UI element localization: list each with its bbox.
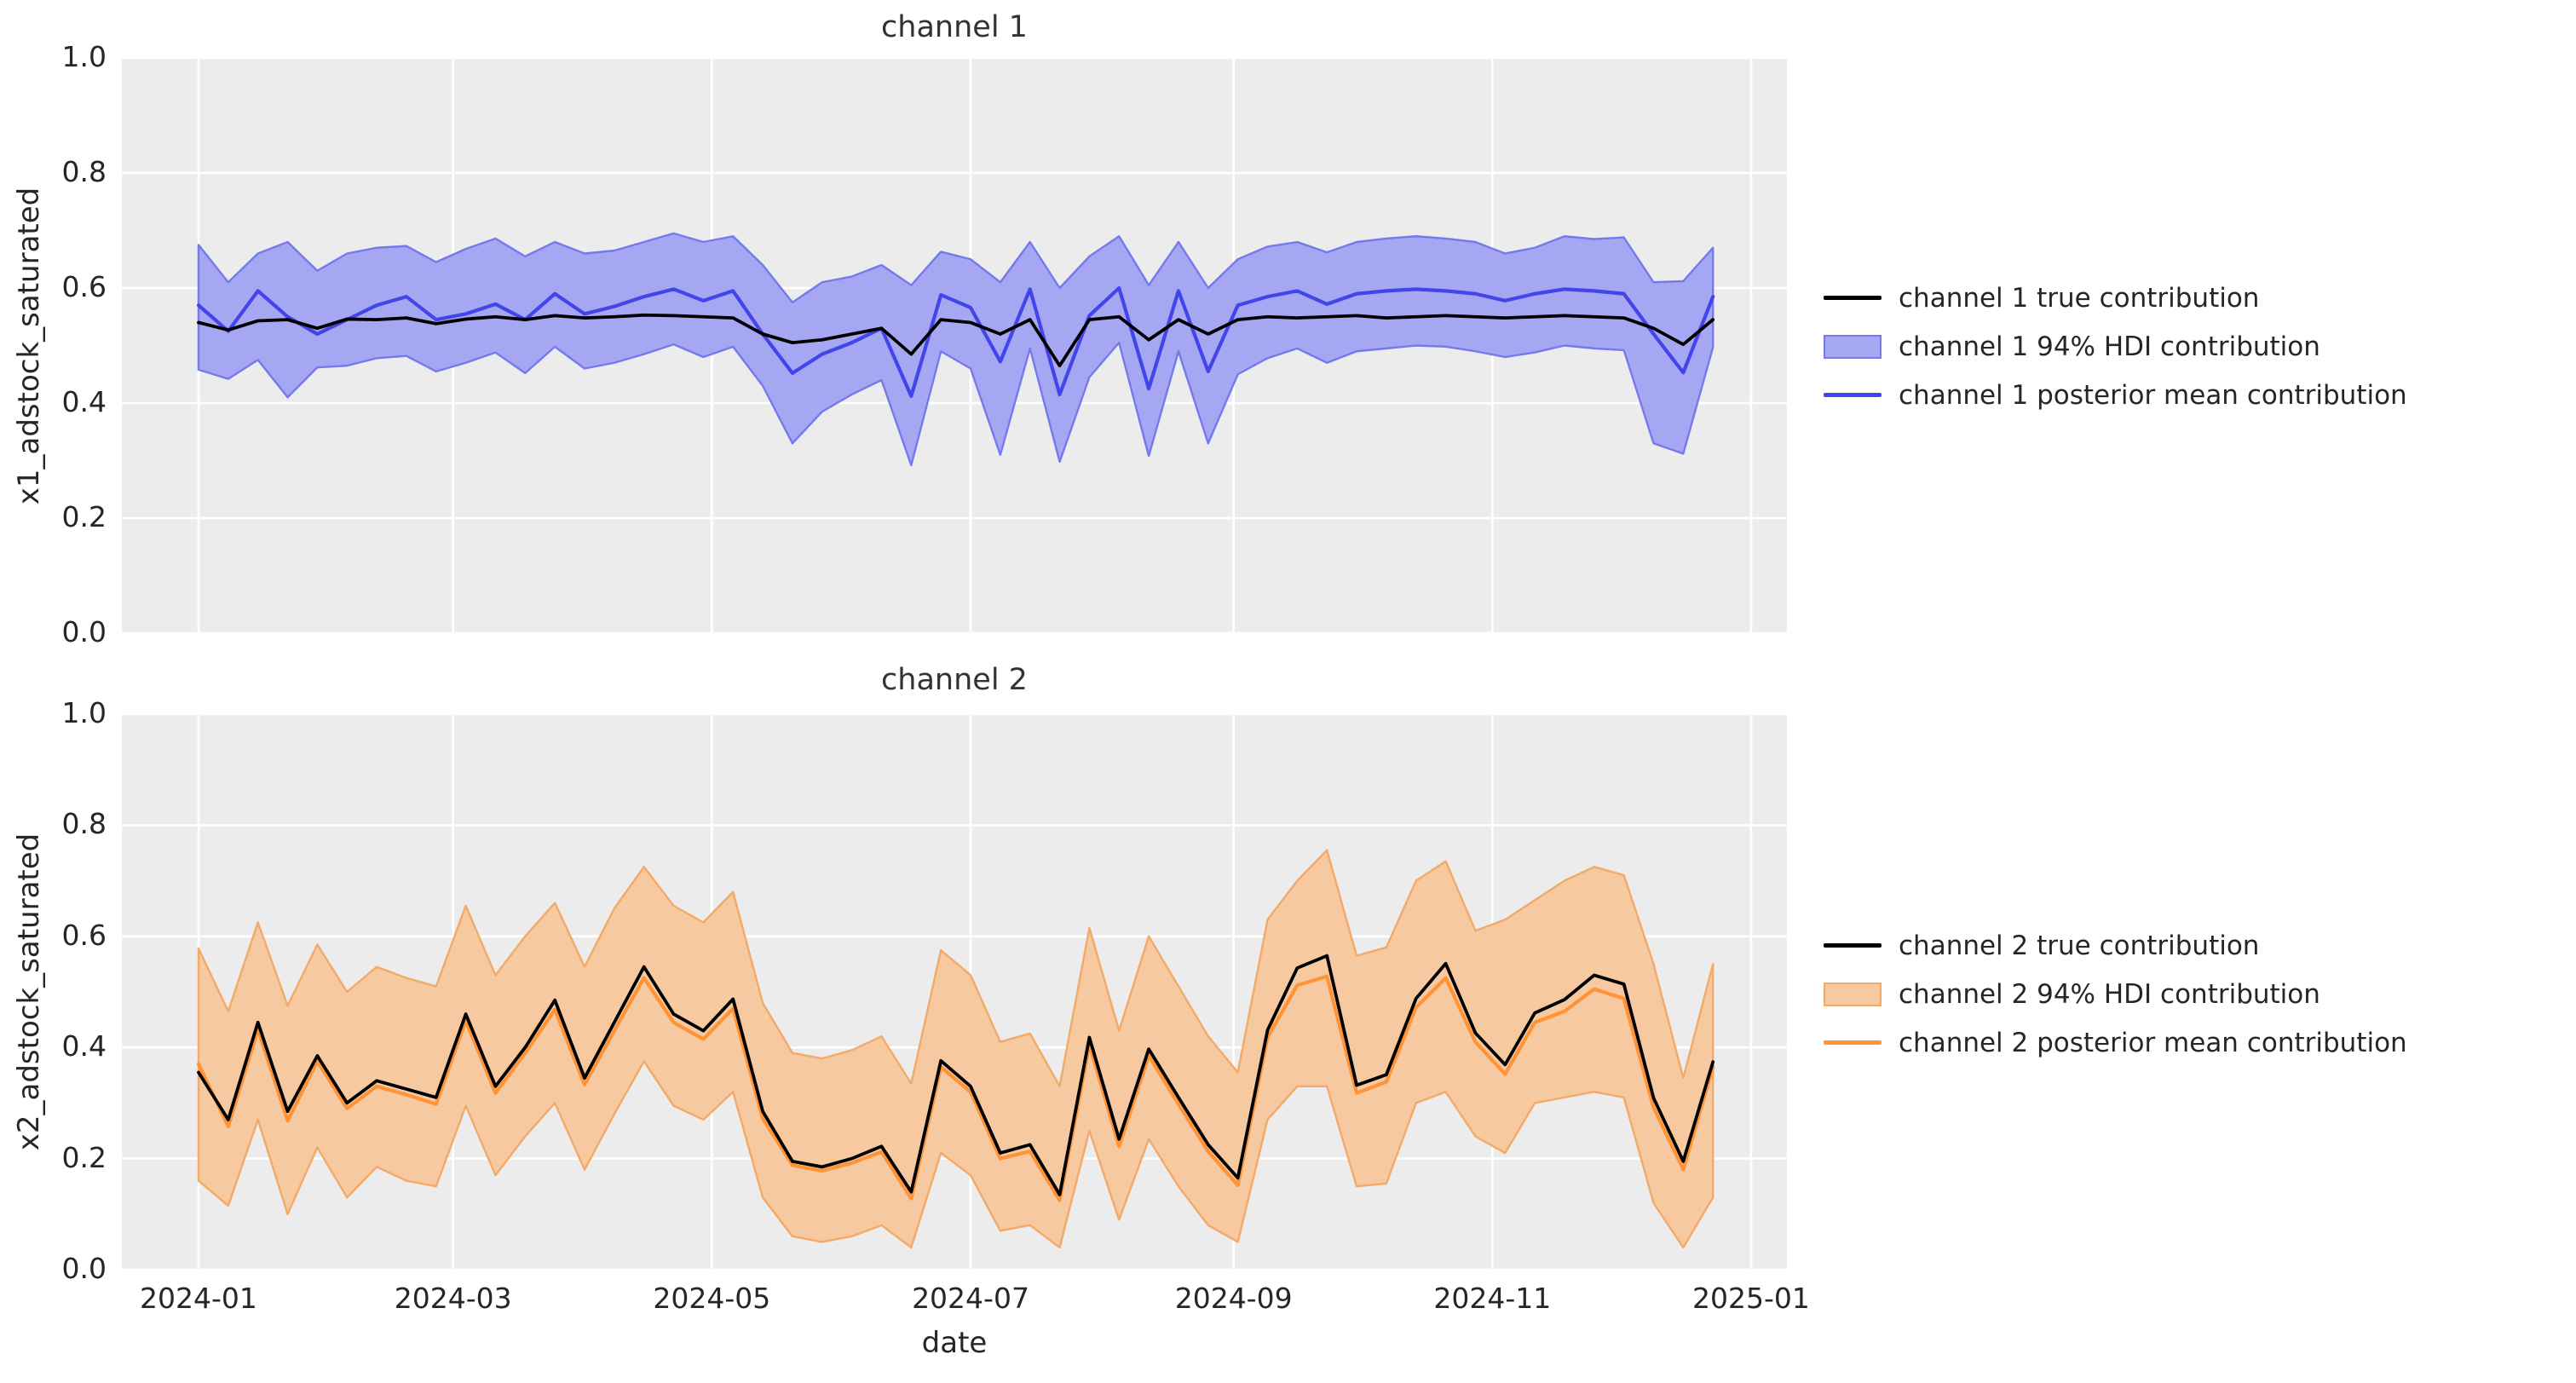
x-tick-label: 2024-09 [1174,1282,1293,1315]
true-contribution-line [197,954,1715,1196]
legend-item: channel 2 posterior mean contribution [1824,1018,2407,1067]
y-tick-label: 0.0 [61,615,107,648]
x-axis-label: date [921,1326,988,1360]
true-line-swatch [1824,296,1882,300]
legend-item: channel 2 94% HDI contribution [1824,970,2407,1018]
chart-2-plot-area [122,712,1787,1273]
x-tick-label: 2024-03 [394,1282,512,1315]
plot-svg [122,56,1787,635]
y-tick-label: 1.0 [61,40,107,73]
chart-2-legend: channel 2 true contribution channel 2 94… [1824,921,2407,1067]
y-tick-label: 0.4 [61,1029,107,1063]
legend-item: channel 1 posterior mean contribution [1824,371,2407,419]
y-tick-label: 0.8 [61,155,107,188]
hdi-band-swatch [1824,982,1882,1006]
legend-item: channel 2 true contribution [1824,921,2407,970]
hdi-band-swatch [1824,334,1882,359]
chart-1-y-axis-label: x1_adstock_saturated [12,187,46,505]
legend-item-label: channel 1 posterior mean contribution [1899,379,2407,411]
x-tick-label: 2024-05 [653,1282,771,1315]
hdi-band [197,849,1714,1249]
y-tick-label: 0.2 [61,500,107,533]
y-tick-label: 0.6 [61,918,107,952]
chart-1-legend: channel 1 true contribution channel 1 94… [1824,274,2407,419]
y-tick-label: 0.6 [61,270,107,303]
y-tick-label: 0.8 [61,807,107,841]
posterior-mean-line [196,974,1715,1202]
legend-item-label: channel 1 94% HDI contribution [1899,331,2320,362]
plot-svg [122,712,1787,1271]
chart-2-y-axis-label: x2_adstock_saturated [12,833,46,1151]
chart-2-title: channel 2 [881,663,1028,697]
legend-item-label: channel 2 94% HDI contribution [1899,978,2320,1010]
chart-1-plot-area [122,56,1787,637]
legend-item-label: channel 2 true contribution [1899,930,2260,961]
posterior-mean-line [196,285,1715,398]
y-tick-label: 1.0 [61,696,107,729]
y-tick-label: 0.2 [61,1140,107,1174]
chart-1-title: channel 1 [881,10,1028,44]
legend-item-label: channel 1 true contribution [1899,282,2260,314]
posterior-mean-line-swatch [1824,1040,1882,1045]
legend-item-label: channel 2 posterior mean contribution [1899,1027,2407,1058]
posterior-mean-line-swatch [1824,393,1882,397]
y-tick-label: 0.4 [61,385,107,418]
x-tick-label: 2025-01 [1692,1282,1810,1315]
y-tick-label: 0.0 [61,1252,107,1285]
legend-item: channel 1 true contribution [1824,274,2407,322]
x-tick-label: 2024-01 [140,1282,257,1315]
x-tick-label: 2024-07 [912,1282,1029,1315]
legend-item: channel 1 94% HDI contribution [1824,322,2407,371]
true-line-swatch [1824,943,1882,948]
x-tick-label: 2024-11 [1433,1282,1552,1315]
true-contribution-line [197,313,1715,368]
hdi-band [197,232,1714,467]
